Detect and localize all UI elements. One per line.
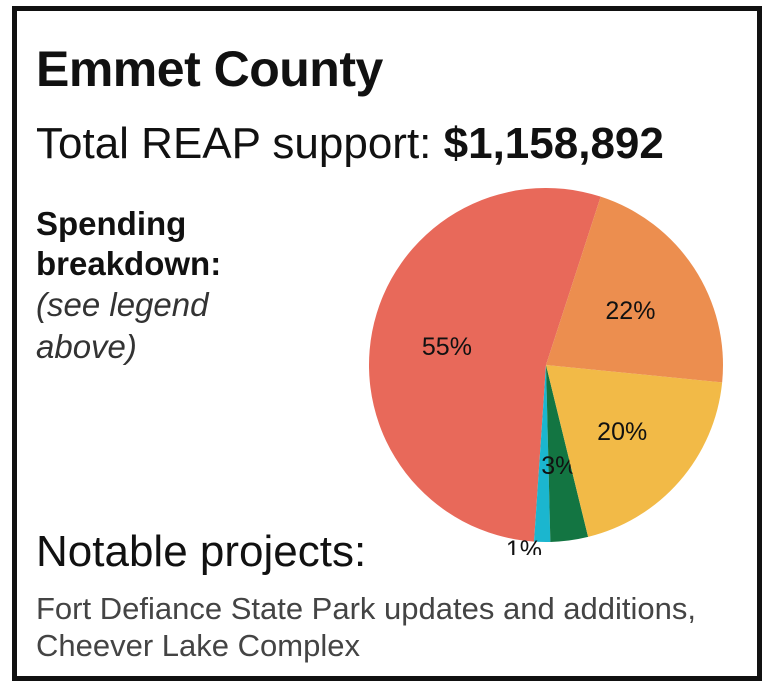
spending-breakdown: Spending breakdown: (see legend above)	[36, 204, 296, 368]
pie-chart-svg: 55%1%3%20%22%	[369, 188, 723, 555]
county-title: Emmet County	[36, 41, 383, 97]
breakdown-note: (see legend above)	[36, 286, 209, 365]
pie-label-0: 55%	[422, 333, 472, 361]
pie-label-3: 20%	[597, 418, 647, 446]
pie-slice-3	[546, 365, 723, 537]
pie-slice-1	[534, 365, 551, 542]
pie-label-4: 22%	[605, 297, 655, 325]
projects-text: Fort Defiance State Park updates and add…	[36, 591, 697, 663]
breakdown-title: Spending breakdown:	[36, 205, 222, 282]
support-amount: $1,158,892	[443, 119, 664, 168]
pie-slice-2	[546, 365, 589, 542]
support-line: Total REAP support: $1,158,892	[36, 122, 664, 166]
projects-heading: Notable projects:	[36, 527, 367, 576]
pie-slice-4	[546, 196, 723, 383]
pie-slice-0	[369, 188, 601, 542]
pie-chart: 55% 1% 3% 20% 22%	[300, 175, 740, 555]
support-label: Total REAP support:	[36, 119, 432, 168]
pie-label-1: 1%	[506, 536, 542, 555]
